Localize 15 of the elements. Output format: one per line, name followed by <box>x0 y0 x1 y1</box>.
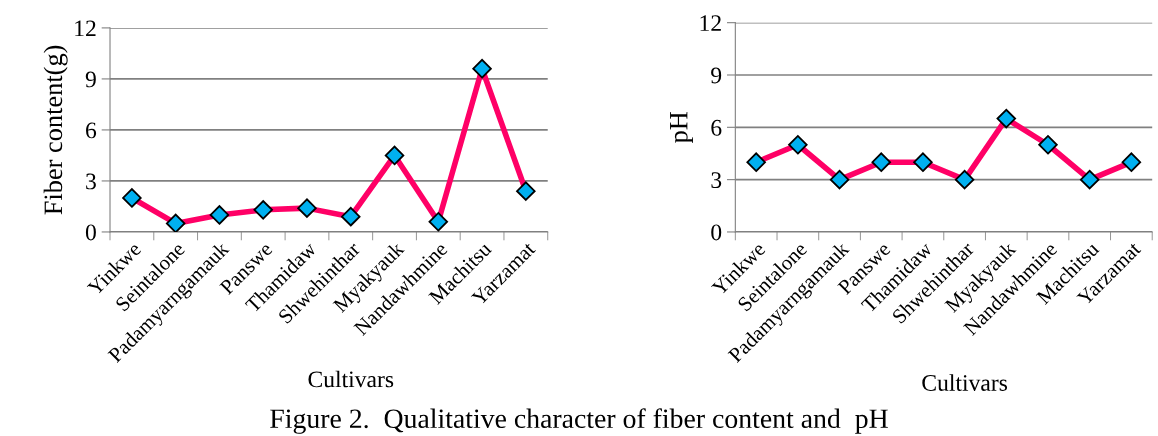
y-tick-label: 0 <box>85 224 96 241</box>
y-axis-title: Fiber content(g) <box>43 45 68 215</box>
y-tick-label: 9 <box>85 71 96 88</box>
x-axis-title: Cultivars <box>308 370 394 388</box>
y-tick-label: 0 <box>711 224 722 241</box>
caption: Figure 2. Qualitative character of fiber content and pH <box>270 408 888 434</box>
y-tick-label: 9 <box>711 67 722 84</box>
y-tick-label: 3 <box>86 173 96 190</box>
y-tick-label: 6 <box>86 122 97 139</box>
y-tick-label: 3 <box>711 172 722 189</box>
y-tick-label: 12 <box>75 20 96 37</box>
x-axis-title: Cultivars <box>922 374 1008 391</box>
y-axis-title: pH <box>670 111 693 144</box>
y-tick-label: 12 <box>700 15 721 31</box>
y-tick-label: 6 <box>711 119 722 136</box>
